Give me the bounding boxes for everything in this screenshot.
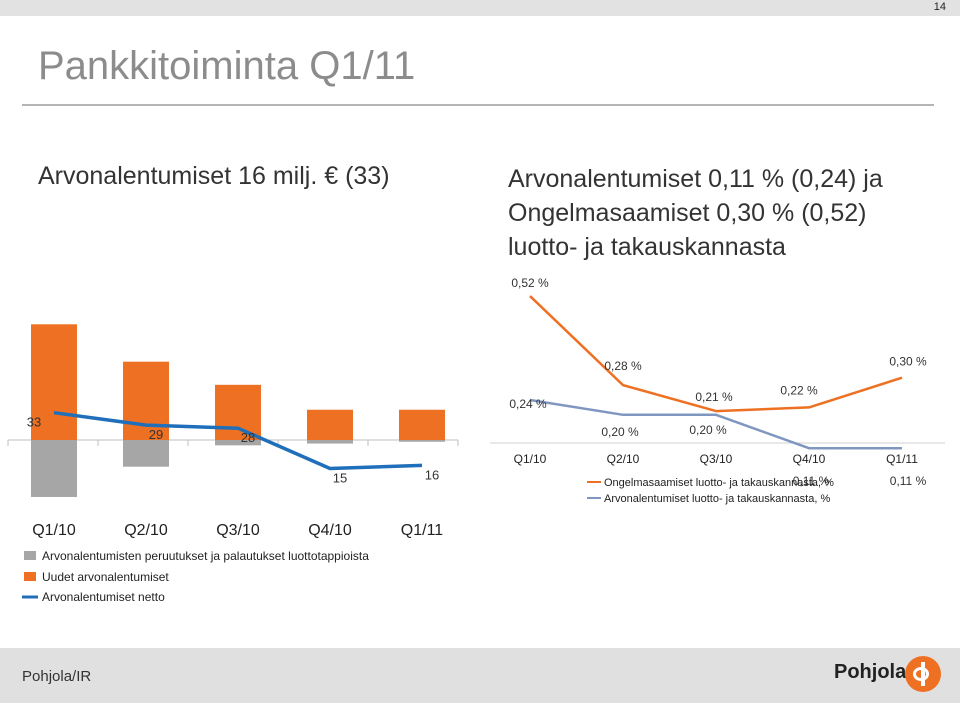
x-tick-label: Q1/10 — [32, 522, 76, 539]
x-tick-label: Q1/11 — [401, 522, 444, 539]
brand-name: Pohjola — [834, 661, 907, 683]
left-subtitle: Arvonalentumiset 16 milj. € (33) — [38, 162, 390, 190]
x-tick-label: Q4/10 — [308, 522, 352, 539]
x-tick-label: Q2/10 — [607, 452, 640, 466]
impairment-ratio-value-label: 0,11 % — [890, 474, 927, 488]
impairment-ratio-value-label: 0,11 % — [793, 474, 830, 488]
x-tick-label: Q3/10 — [700, 452, 733, 466]
top-bar: 14 — [0, 0, 960, 16]
net-value-label: 28 — [241, 430, 255, 445]
impairment-ratio-value-label: 0,24 % — [509, 397, 547, 411]
nonperforming-value-label: 0,22 % — [780, 383, 818, 397]
nonperforming-value-label: 0,28 % — [604, 359, 642, 373]
bar-new-impairments-Q4/10 — [307, 409, 353, 440]
right-subtitle-line-1: Arvonalentumiset 0,11 % (0,24) ja — [508, 165, 883, 193]
logo-bar — [921, 662, 925, 686]
impairment-ratio-line — [529, 398, 902, 450]
legend-swatch-new-impairments — [24, 572, 36, 581]
net-value-label: 16 — [425, 467, 439, 482]
pohjola-logo-icon — [905, 656, 941, 692]
net-value-label: 33 — [27, 415, 41, 430]
title-divider — [22, 104, 934, 106]
footer: Pohjola/IR Pohjola — [0, 648, 960, 703]
nonperforming-value-label: 0,21 % — [695, 390, 733, 404]
right-subtitle-line-3: luotto- ja takauskannasta — [508, 233, 786, 261]
bar-reversals-Q3/10 — [215, 440, 261, 446]
x-tick-label: Q1/10 — [514, 452, 547, 466]
bar-new-impairments-Q3/10 — [215, 384, 261, 440]
legend-label-net: Arvonalentumiset netto — [42, 590, 165, 604]
x-tick-label: Q1/11 — [886, 452, 918, 466]
legend-label-nonperforming: Ongelmasaamiset luotto- ja takauskannast… — [604, 477, 834, 489]
x-tick-label: Q3/10 — [216, 522, 260, 539]
net-value-label: 29 — [149, 427, 163, 442]
nonperforming-value-label: 0,52 % — [511, 276, 549, 290]
nonperforming-value-label: 0,30 % — [889, 355, 927, 369]
impairment-ratio-value-label: 0,20 % — [689, 423, 727, 437]
bar-reversals-Q2/10 — [123, 440, 169, 467]
bar-reversals-Q4/10 — [307, 440, 353, 444]
bar-new-impairments-Q1/10 — [31, 324, 77, 440]
legend-swatch-reversals — [24, 551, 36, 560]
legend-label-new-impairments: Uudet arvonalentumiset — [42, 570, 169, 584]
page-title: Pankkitoiminta Q1/11 — [38, 44, 416, 88]
right-subtitle-line-2: Ongelmasaamiset 0,30 % (0,52) — [508, 199, 867, 227]
bar-new-impairments-Q1/11 — [399, 409, 445, 440]
bar-reversals-Q1/11 — [399, 440, 445, 442]
net-impairments-line — [53, 410, 423, 471]
legend-label-impairment-ratio: Arvonalentumiset luotto- ja takauskannas… — [604, 493, 830, 505]
impairment-ratio-value-label: 0,20 % — [601, 425, 639, 439]
legend-label-reversals: Arvonalentumisten peruutukset ja palautu… — [42, 549, 369, 563]
x-tick-label: Q4/10 — [793, 452, 826, 466]
bar-reversals-Q1/10 — [31, 440, 77, 497]
nonperforming-line — [529, 295, 903, 413]
net-value-label: 15 — [333, 471, 347, 486]
x-tick-label: Q2/10 — [124, 522, 168, 539]
right-subtitle: Arvonalentumiset 0,11 % (0,24) ja Ongelm… — [508, 162, 883, 264]
page-number: 14 — [933, 1, 946, 13]
footer-source: Pohjola/IR — [22, 668, 92, 685]
